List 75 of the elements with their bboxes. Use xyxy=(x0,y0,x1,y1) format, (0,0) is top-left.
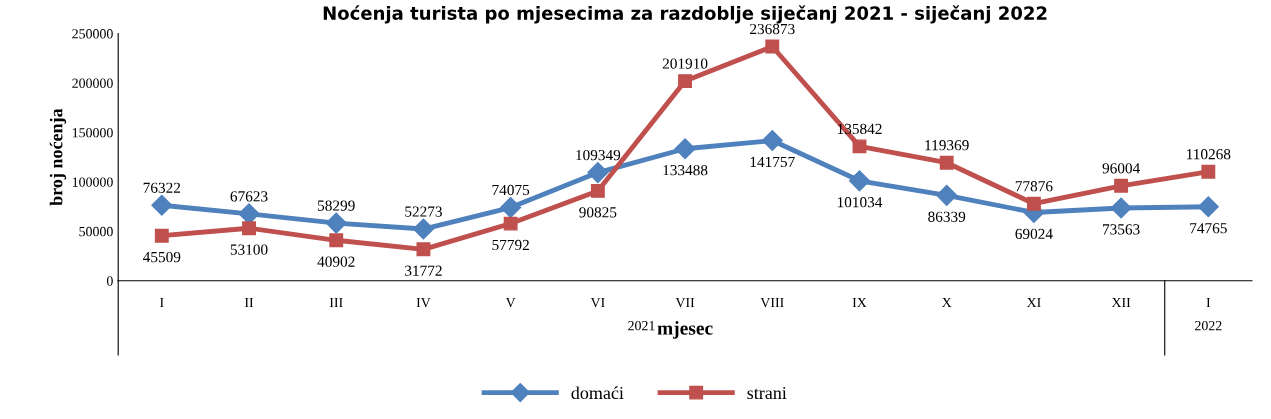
data-label: 133488 xyxy=(663,164,708,176)
text: 2022 xyxy=(1195,320,1222,331)
data-label: 76322 xyxy=(143,182,181,193)
y-tick-label: 50000 xyxy=(79,226,113,237)
point xyxy=(242,221,256,236)
point xyxy=(761,130,783,152)
point xyxy=(1197,196,1219,218)
point xyxy=(1026,196,1041,211)
point xyxy=(154,228,169,243)
x-tick-label: I xyxy=(160,297,164,308)
point xyxy=(678,74,693,89)
point xyxy=(674,138,696,160)
data-label: 77876 xyxy=(1015,181,1053,192)
data-label: 73563 xyxy=(1103,224,1140,235)
point xyxy=(765,39,780,54)
data-label: 109349 xyxy=(576,149,621,161)
y-tick-label: 150000 xyxy=(72,127,113,138)
y-axis-title: broj noćenja xyxy=(49,108,67,206)
x-tick-label: VI xyxy=(590,297,605,308)
point xyxy=(503,216,518,231)
data-label: 201910 xyxy=(662,58,708,69)
data-label: 86339 xyxy=(928,211,966,222)
data-label: 96004 xyxy=(1102,163,1140,174)
point xyxy=(1114,178,1129,193)
point xyxy=(151,194,173,216)
data-label: 69024 xyxy=(1015,228,1053,240)
x-tick-label: II xyxy=(244,297,254,308)
data-label: 57792 xyxy=(492,239,529,251)
point xyxy=(936,184,958,206)
point xyxy=(416,242,431,257)
point xyxy=(852,139,867,154)
x-tick-label: X xyxy=(941,297,952,308)
data-label: 74075 xyxy=(492,184,530,196)
x-tick-label: XI xyxy=(1026,297,1041,308)
point xyxy=(500,196,522,218)
x-axis-title: mjesec xyxy=(657,321,713,339)
data-label: 141757 xyxy=(750,156,795,168)
x-tick-label: V xyxy=(505,297,516,308)
data-label: 236873 xyxy=(750,23,795,35)
legend-label: domaći xyxy=(571,386,624,400)
data-label: 31772 xyxy=(405,265,442,276)
point xyxy=(587,162,609,184)
point xyxy=(1201,164,1216,179)
y-tick-label: 200000 xyxy=(72,78,113,88)
data-label: 90825 xyxy=(579,207,617,218)
data-label: 101034 xyxy=(837,197,883,208)
y-tick-label: 250000 xyxy=(72,29,113,39)
data-label: 67623 xyxy=(230,191,268,202)
y-tick-label: 100000 xyxy=(72,177,113,187)
point xyxy=(329,233,344,248)
x-tick-label: XII xyxy=(1111,297,1131,308)
x-tick-label: IX xyxy=(852,297,867,308)
y-tick-label: 0 xyxy=(106,276,113,286)
point xyxy=(848,170,871,192)
point xyxy=(1110,197,1132,219)
chart-title: Noćenja turista po mjesecima za razdoblje siječanj 2021 - siječanj 2022 xyxy=(323,5,1047,24)
x-tick-label: VIII xyxy=(760,297,784,308)
point xyxy=(590,183,605,198)
x-tick-label: VII xyxy=(675,297,695,308)
data-label: 40902 xyxy=(317,256,355,267)
legend-label: strani xyxy=(747,386,787,400)
data-label: 45509 xyxy=(143,251,181,263)
data-label: 52273 xyxy=(405,206,442,217)
data-label: 119369 xyxy=(925,140,969,151)
x-tick-label: III xyxy=(329,297,343,308)
point xyxy=(412,218,434,240)
x-tick-label: IV xyxy=(416,297,431,308)
data-label: 110268 xyxy=(1187,149,1231,160)
text: 2021 xyxy=(628,320,655,331)
data-label: 58299 xyxy=(318,200,355,211)
x-tick-label: I xyxy=(1206,297,1211,308)
point xyxy=(325,212,347,234)
point xyxy=(939,155,954,170)
data-label: 74765 xyxy=(1190,223,1227,234)
data-label: 53100 xyxy=(230,244,268,255)
